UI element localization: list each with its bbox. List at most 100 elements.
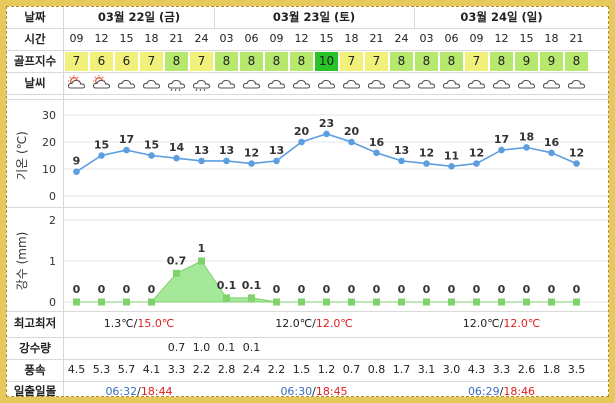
sunrise-time: 06:32	[105, 385, 138, 398]
minmax-sep: /	[312, 317, 316, 330]
time-cell: 03	[419, 32, 434, 45]
temp-data-label: 20	[344, 125, 360, 138]
rain-point	[523, 298, 530, 306]
sunset-time: 18:44	[140, 385, 173, 398]
time-cell: 21	[169, 32, 184, 45]
row-divider	[6, 72, 609, 73]
temp-point	[448, 163, 455, 170]
temp-point	[523, 144, 530, 151]
temp-point	[548, 149, 555, 157]
golf-index-cell: 8	[290, 52, 313, 71]
time-cell: 09	[269, 32, 284, 45]
cloudy-icon	[317, 79, 336, 89]
cloudy-icon	[442, 79, 461, 89]
cloudy-icon	[267, 79, 286, 89]
temp-point	[223, 157, 230, 165]
rain-amount-cell	[64, 338, 89, 358]
rain-data-label: 0.1	[242, 279, 262, 292]
wind-cell: 2.8	[217, 363, 236, 376]
max-temp: 15.0℃	[137, 317, 175, 330]
time-cell: 12	[494, 32, 509, 45]
rain-point	[223, 294, 230, 302]
wind-cell: 3.5	[567, 363, 586, 376]
rain-data-label: 0	[348, 283, 356, 296]
temp-data-label: 13	[269, 144, 284, 157]
rain-tick-label: 0	[49, 296, 56, 309]
rain-tick-label: 2	[49, 214, 56, 227]
sunrise-time: 06:29	[467, 385, 500, 398]
wind-cell: 3.3	[492, 363, 511, 376]
cloudy-icon	[417, 79, 436, 89]
rain-amount-cell	[114, 338, 139, 358]
wind-cell: 5.3	[92, 363, 111, 376]
wind-label: 풍속	[24, 363, 46, 377]
date-header: 03월 23일 (토)	[272, 10, 356, 24]
temp-data-label: 16	[369, 136, 385, 149]
date-label: 날짜	[24, 10, 46, 24]
rain-amount-cell	[89, 338, 114, 358]
day-divider	[414, 6, 415, 28]
temp-point	[198, 157, 205, 165]
temp-point	[123, 146, 130, 154]
rain-amount-cell	[264, 338, 289, 358]
temp-data-label: 17	[119, 133, 134, 146]
rain-data-label: 0	[398, 283, 406, 296]
rain-data-label: 0	[473, 283, 481, 296]
golf-index-cell: 7	[365, 52, 388, 71]
time-cell: 15	[319, 32, 334, 45]
rain-point	[248, 294, 255, 302]
golf-index-label: 골프지수	[13, 54, 57, 68]
temp-data-label: 18	[519, 130, 534, 143]
rain-data-label: 0	[273, 283, 281, 296]
time-cell: 18	[344, 32, 359, 45]
temp-tick-label: 20	[42, 136, 56, 149]
temp-data-label: 15	[94, 139, 109, 152]
time-cell: 06	[244, 32, 259, 45]
wind-cell: 2.4	[242, 363, 261, 376]
sun-sep: /	[312, 385, 316, 398]
rain-data-label: 0	[298, 283, 306, 296]
temp-data-label: 12	[244, 147, 259, 160]
cloudy-icon	[292, 79, 311, 89]
minmax-cell: 1.3℃/15.0℃	[64, 317, 214, 331]
wind-cell: 0.7	[342, 363, 361, 376]
time-cell: 18	[544, 32, 559, 45]
temp-data-label: 13	[194, 144, 209, 157]
rain-point	[98, 298, 105, 306]
rain-amount-cell	[414, 338, 439, 358]
minmax-label: 최고최저	[13, 316, 57, 330]
partly-cloudy-sun-icon	[92, 75, 111, 89]
rain-amount-cell	[389, 338, 414, 358]
temp-data-label: 12	[569, 147, 584, 160]
golf-index-cell: 8	[165, 52, 188, 71]
golf-index-cell: 8	[490, 52, 513, 71]
temp-data-label: 17	[494, 133, 509, 146]
sun-label: 일출일몰	[13, 384, 57, 398]
date-header: 03월 24일 (일)	[460, 10, 543, 24]
rain-point	[448, 298, 455, 306]
wind-cell: 2.6	[517, 363, 536, 376]
temp-point	[173, 154, 180, 162]
row-divider	[6, 381, 609, 382]
min-temp: 1.3℃	[103, 317, 134, 330]
sunset-time: 18:45	[315, 385, 348, 398]
wind-cell: 3.3	[167, 363, 186, 376]
rain-data-label: 0	[423, 283, 431, 296]
rain-data-label: 0	[98, 283, 106, 296]
rain-point	[548, 298, 555, 306]
minmax-cell: 12.0℃/12.0℃	[214, 317, 414, 331]
max-temp: 12.0℃	[315, 317, 353, 330]
cloudy-icon	[242, 79, 261, 89]
sun-cell: 06:32/18:44	[64, 385, 214, 398]
time-cell: 03	[219, 32, 234, 45]
golf-index-cell: 7	[340, 52, 363, 71]
rain-amount-cell	[489, 338, 514, 358]
rain-amount-cell: 0.1	[217, 341, 236, 354]
sun-cell: 06:29/18:46	[414, 385, 589, 398]
temp-data-label: 13	[219, 144, 234, 157]
rain-amount-cell	[439, 338, 464, 358]
rain-amount-cell	[539, 338, 564, 358]
temp-point	[573, 160, 580, 167]
rain-data-label: 0	[523, 283, 531, 296]
